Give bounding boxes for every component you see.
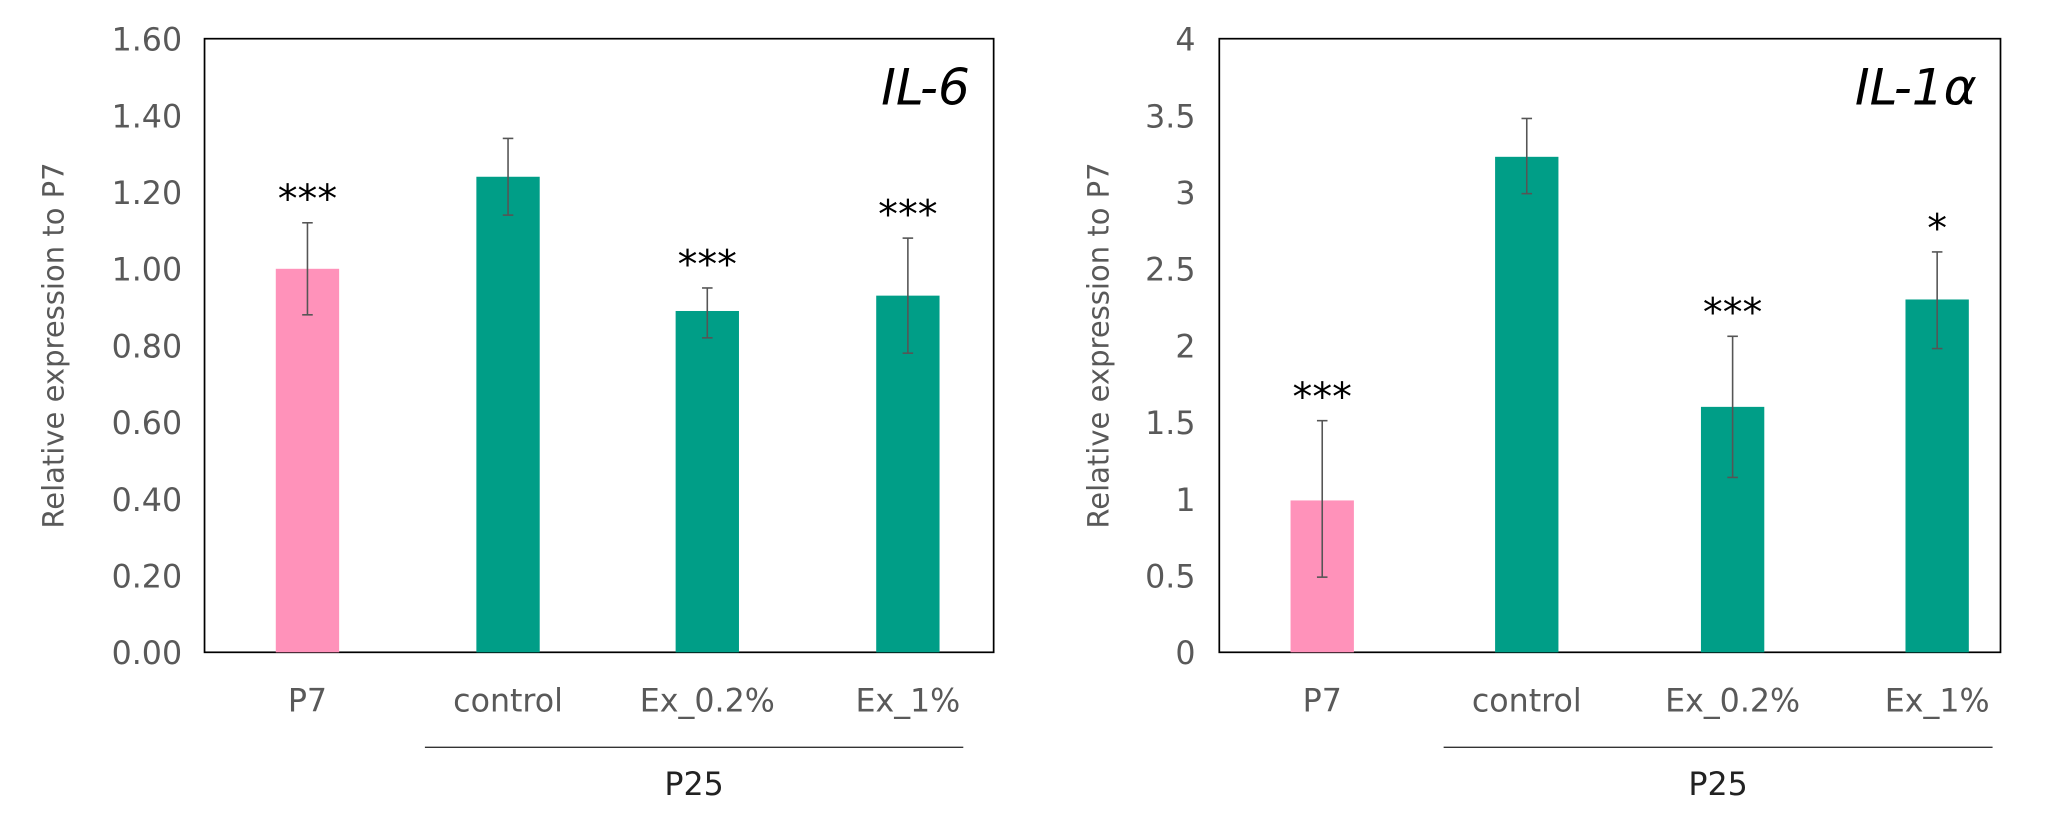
y-tick-label: 1.00: [112, 253, 182, 289]
y-tick-label: 0.20: [112, 559, 182, 595]
significance-marker: ***: [878, 192, 937, 238]
bar-P7: [275, 268, 340, 653]
bar-control: [476, 176, 540, 653]
x-tick-label: Ex_0.2%: [640, 684, 775, 720]
y-tick-label: 3.5: [1145, 99, 1195, 135]
y-tick-label: 0.60: [112, 406, 182, 442]
y-tick-label: 4: [1175, 23, 1195, 59]
bar-Ex_1%: [876, 295, 940, 653]
chart-title: IL-6: [881, 58, 970, 117]
y-tick-label: 2: [1175, 329, 1195, 365]
y-tick-label: 2.5: [1145, 253, 1195, 289]
y-tick-label: 1.60: [112, 23, 182, 59]
chart-1: 0 0.5 1 1.5 2 2.5 3 3.5 4 Relative expression to …: [1081, 23, 2002, 803]
chart-title: IL-1α: [1855, 58, 1977, 117]
x-tick-label: control: [453, 684, 563, 720]
significance-marker: ***: [1703, 290, 1762, 336]
x-tick-label: Ex_1%: [1885, 684, 1990, 720]
y-tick-label: 1.5: [1145, 406, 1195, 442]
x-tick-label: Ex_0.2%: [1665, 684, 1800, 720]
y-tick-label: 1: [1175, 483, 1195, 519]
y-axis-label: Relative expression to P7: [36, 162, 70, 528]
y-tick-label: 3: [1175, 176, 1195, 212]
plot-frame: [203, 37, 995, 654]
group-label: P25: [1688, 767, 1747, 803]
x-tick-label: P7: [288, 684, 327, 720]
y-tick-label: 0: [1175, 636, 1195, 672]
y-axis-label: Relative expression to P7: [1081, 162, 1115, 528]
bar-control: [1495, 156, 1559, 653]
y-tick-label: 0.5: [1145, 559, 1195, 595]
y-tick-label: 1.40: [112, 99, 182, 135]
x-tick-label: Ex_1%: [855, 684, 960, 720]
y-tick-label: 0.00: [112, 636, 182, 672]
plot-frame: [1218, 37, 2002, 654]
chart-0: 0.00 0.20 0.40 0.60 0.80 1.00 1.20 1.40 1.60 Rela…: [36, 23, 995, 803]
significance-marker: ***: [678, 241, 737, 287]
bar-Ex_0.2%: [675, 310, 739, 653]
significance-marker: ***: [1293, 374, 1352, 420]
bar-Ex_1%: [1905, 299, 1969, 653]
group-label: P25: [664, 767, 723, 803]
significance-marker: *: [1927, 205, 1947, 251]
y-tick-label: 0.40: [112, 483, 182, 519]
significance-marker: ***: [278, 176, 337, 222]
y-tick-label: 1.20: [112, 176, 182, 212]
x-tick-label: control: [1472, 684, 1582, 720]
x-tick-label: P7: [1303, 684, 1342, 720]
y-tick-label: 0.80: [112, 329, 182, 365]
